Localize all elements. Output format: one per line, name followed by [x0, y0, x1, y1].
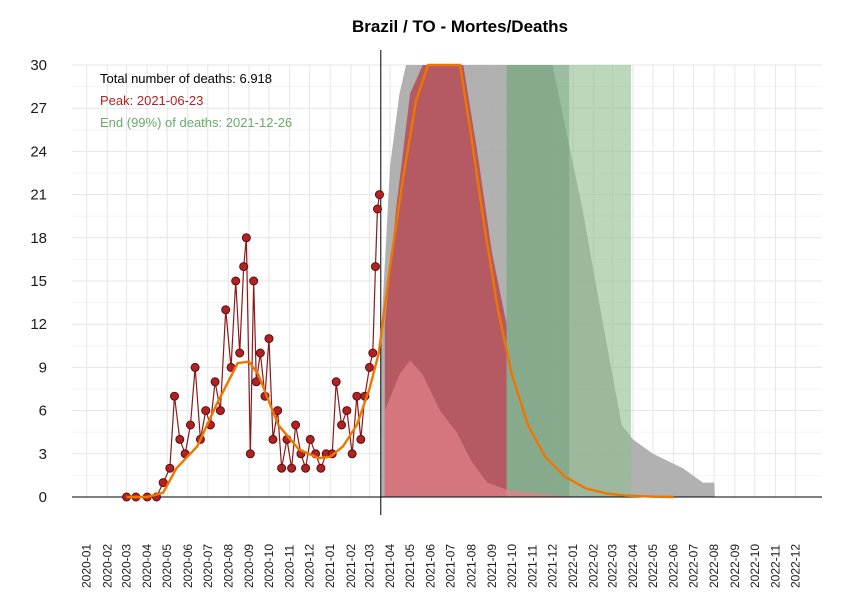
x-tick-label: 2022-10 — [748, 544, 762, 588]
lower-band — [384, 360, 570, 497]
observed-point — [158, 478, 168, 488]
x-tick-label: 2020-07 — [201, 544, 215, 588]
observed-point — [342, 406, 352, 416]
x-tick-label: 2022-05 — [646, 544, 660, 588]
x-tick-label: 2021-02 — [344, 544, 358, 588]
peak-annotation: Peak: 2021-06-23 — [100, 93, 203, 108]
observed-point — [175, 434, 185, 444]
x-tick-label: 2022-12 — [788, 544, 802, 588]
x-tick-label: 2021-04 — [383, 544, 397, 588]
x-tick-label: 2022-03 — [605, 544, 619, 588]
x-tick-label: 2022-09 — [728, 544, 742, 588]
observed-point — [215, 406, 225, 416]
observed-point — [331, 377, 341, 387]
y-tick-label: 21 — [30, 187, 47, 204]
x-tick-label: 2021-08 — [464, 544, 478, 588]
y-tick-label: 18 — [30, 230, 47, 247]
x-tick-label: 2021-10 — [505, 544, 519, 588]
x-tick-label: 2022-08 — [707, 544, 721, 588]
observed-point — [277, 463, 287, 473]
y-tick-label: 15 — [30, 273, 47, 290]
observed-point — [305, 434, 315, 444]
observed-point — [221, 305, 231, 315]
observed-point — [231, 276, 241, 286]
x-tick-label: 2020-06 — [181, 544, 195, 588]
x-tick-label: 2021-01 — [323, 544, 337, 588]
x-tick-label: 2021-11 — [526, 545, 540, 588]
x-tick-label: 2020-01 — [80, 544, 94, 588]
y-tick-label: 3 — [39, 446, 47, 463]
y-tick-label: 9 — [39, 359, 47, 376]
observed-point — [264, 334, 274, 344]
tick-labels: 0 3 6 9 12 15 18 21 24 27 30 2020-01 2020-02 2020-03 2… — [30, 57, 802, 588]
observed-point — [347, 449, 357, 459]
end-annotation: End (99%) of deaths: 2021-12-26 — [100, 115, 292, 130]
observed-point — [201, 406, 211, 416]
x-tick-label: 2020-12 — [303, 544, 317, 588]
x-tick-label: 2021-09 — [485, 544, 499, 588]
observed-point — [268, 434, 278, 444]
observed-point — [255, 348, 265, 358]
x-tick-label: 2021-05 — [403, 544, 417, 588]
observed-point — [364, 362, 374, 372]
x-tick-label: 2020-05 — [160, 544, 174, 588]
x-tick-label: 2020-02 — [100, 544, 114, 588]
series — [122, 63, 674, 502]
x-tick-label: 2022-11 — [768, 545, 782, 588]
observed-point — [287, 463, 297, 473]
x-tick-label: 2022-01 — [566, 544, 580, 588]
observed-point — [245, 449, 255, 459]
x-tick-label: 2022-07 — [687, 544, 701, 588]
observed-point — [370, 262, 380, 272]
observed-point — [165, 463, 175, 473]
observed-point — [356, 434, 366, 444]
y-tick-label: 12 — [30, 316, 47, 333]
observed-point — [352, 391, 362, 401]
x-tick-label: 2020-04 — [140, 544, 154, 588]
chart-title: Brazil / TO - Mortes/Deaths — [352, 17, 568, 36]
observed-point — [169, 391, 179, 401]
trend-line — [126, 63, 674, 499]
x-tick-label: 2020-09 — [242, 544, 256, 588]
annotations: Total number of deaths: 6.918 Peak: 2021… — [100, 71, 292, 130]
observed-point — [235, 348, 245, 358]
observed-point — [301, 463, 311, 473]
observed-point — [185, 420, 195, 430]
observed-point — [291, 420, 301, 430]
observed-point — [316, 463, 326, 473]
observed-point — [372, 204, 382, 214]
y-tick-label: 27 — [30, 100, 47, 117]
x-tick-label: 2021-12 — [545, 544, 559, 588]
observed-point — [368, 348, 378, 358]
y-tick-label: 0 — [39, 489, 47, 506]
x-tick-label: 2020-03 — [120, 544, 134, 588]
y-tick-label: 24 — [30, 143, 47, 160]
x-tick-label: 2021-06 — [424, 544, 438, 588]
observed-point — [374, 190, 384, 200]
x-tick-label: 2021-03 — [362, 544, 376, 588]
x-tick-label: 2022-02 — [587, 544, 601, 588]
x-tick-label: 2020-10 — [262, 544, 276, 588]
total-deaths-annotation: Total number of deaths: 6.918 — [100, 71, 272, 86]
x-tick-label: 2020-08 — [221, 544, 235, 588]
end-region-dark — [506, 65, 570, 497]
observed-point — [337, 420, 347, 430]
observed-point — [210, 377, 220, 387]
observed-point — [249, 276, 259, 286]
y-tick-label: 6 — [39, 403, 47, 420]
x-tick-label: 2022-06 — [667, 544, 681, 588]
axes — [72, 50, 822, 515]
observed-point — [190, 362, 200, 372]
x-tick-label: 2021-07 — [444, 544, 458, 588]
y-tick-label: 30 — [30, 57, 47, 74]
observed-point — [241, 233, 251, 243]
x-tick-label: 2020-11 — [283, 545, 297, 588]
x-tick-label: 2022-04 — [626, 544, 640, 588]
observed-point — [239, 262, 249, 272]
